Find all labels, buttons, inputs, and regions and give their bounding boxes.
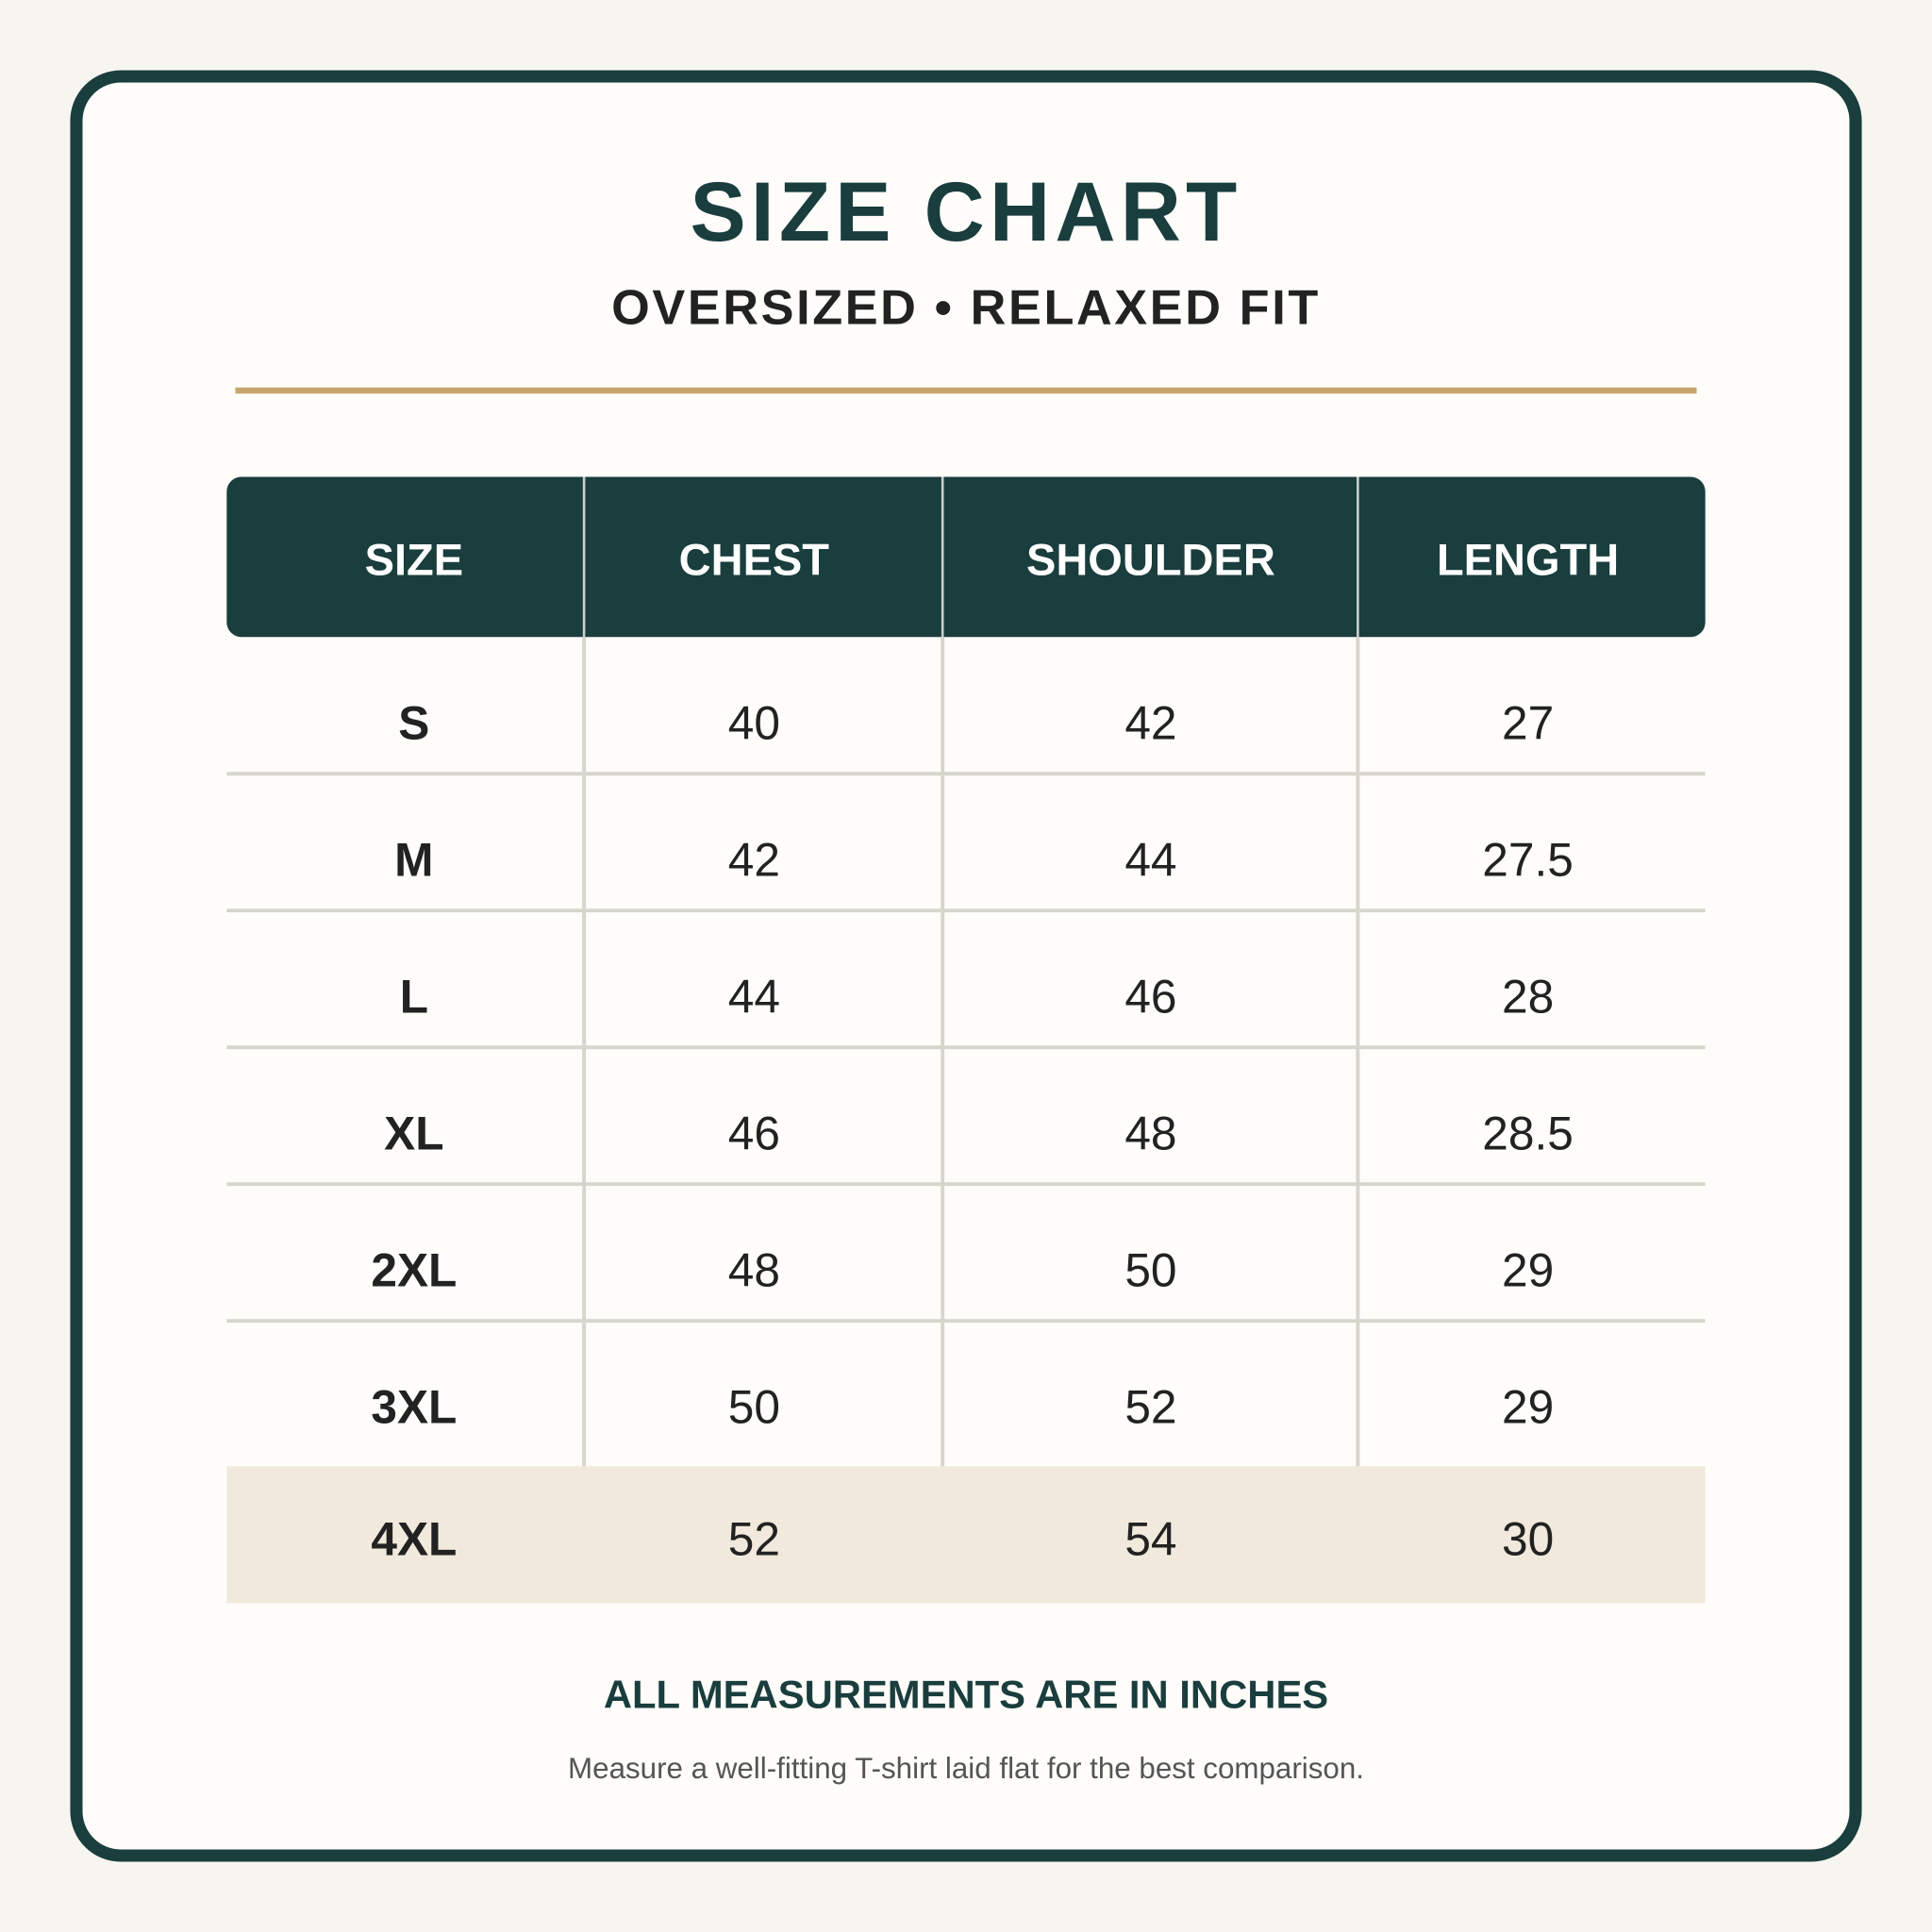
measurement: 50: [1124, 1244, 1176, 1297]
column-header: SHOULDER: [1026, 534, 1275, 584]
size-label: XL: [384, 1108, 443, 1160]
measurement: 44: [1124, 834, 1176, 887]
measurement: 44: [728, 971, 780, 1024]
measurement: 27: [1502, 697, 1554, 750]
size-label: L: [400, 971, 428, 1024]
footer-note: ALL MEASUREMENTS ARE IN INCHES: [604, 1672, 1328, 1716]
measurement: 42: [728, 834, 780, 887]
highlight-row: [226, 1466, 1706, 1604]
column-header: SIZE: [365, 534, 464, 584]
measurement: 50: [728, 1381, 780, 1434]
table-header: [226, 476, 1706, 638]
size-label: S: [398, 697, 429, 750]
measurement: 48: [728, 1244, 780, 1297]
subtitle: OVERSIZED • RELAXED FIT: [611, 281, 1321, 336]
measurement: 42: [1124, 697, 1176, 750]
table: SIZE CHEST SHOULDER LENGTH S 40 42 27 M 42 44 27.5 L…: [226, 476, 1706, 1565]
column-header: CHEST: [679, 534, 830, 584]
measurement: 54: [1124, 1512, 1176, 1565]
measurement: 52: [728, 1512, 780, 1565]
size-label: M: [394, 834, 433, 887]
measurement: 46: [1124, 971, 1176, 1024]
column-header: LENGTH: [1437, 534, 1619, 584]
measurement: 27.5: [1482, 834, 1574, 887]
title: SIZE CHART: [690, 165, 1241, 258]
measurement: 52: [1124, 1381, 1176, 1434]
measurement: 40: [728, 697, 780, 750]
measurement: 46: [728, 1108, 780, 1160]
measurement: 29: [1502, 1381, 1554, 1434]
measurement: 28: [1502, 971, 1554, 1024]
footer-tip: Measure a well-fitting T-shirt laid flat…: [568, 1752, 1364, 1785]
measurement: 30: [1502, 1512, 1554, 1565]
measurement: 48: [1124, 1108, 1176, 1160]
size-label: 3XL: [371, 1381, 457, 1434]
measurement: 28.5: [1482, 1108, 1574, 1160]
size-label: 4XL: [371, 1512, 457, 1565]
size-label: 2XL: [371, 1244, 457, 1297]
measurement: 29: [1502, 1244, 1554, 1297]
